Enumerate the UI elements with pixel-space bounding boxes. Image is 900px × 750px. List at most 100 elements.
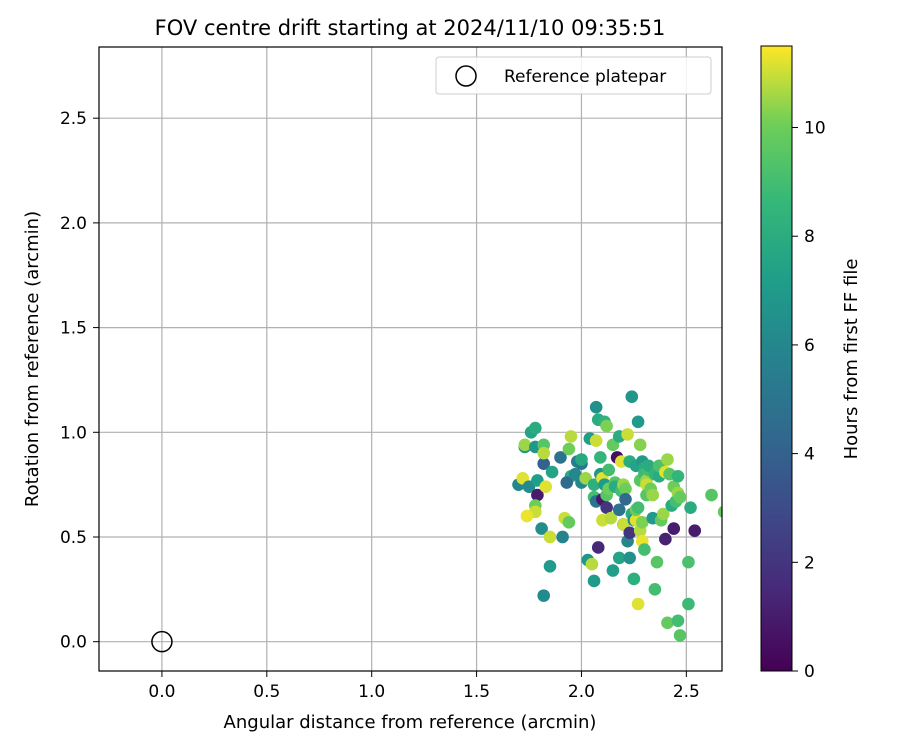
data-point-79 bbox=[623, 526, 637, 540]
data-point-120 bbox=[667, 522, 681, 535]
data-point-113 bbox=[656, 507, 670, 521]
data-point-15 bbox=[537, 446, 551, 460]
y-tick-label-3: 1.5 bbox=[60, 319, 87, 339]
legend: Reference platepar bbox=[435, 56, 712, 95]
data-point-29 bbox=[562, 516, 576, 529]
data-point-14 bbox=[537, 457, 551, 470]
x-tick-label-3: 1.5 bbox=[463, 682, 490, 702]
colorbar-label: Hours from first FF file bbox=[841, 259, 862, 460]
x-tick-label-5: 2.5 bbox=[673, 682, 700, 702]
x-tick-label-2: 1.0 bbox=[358, 682, 385, 702]
x-axis-label: Angular distance from reference (arcmin) bbox=[224, 712, 597, 733]
data-point-17 bbox=[535, 522, 548, 535]
colorbar-tick-label-1: 2 bbox=[804, 553, 815, 573]
data-point-114 bbox=[659, 532, 672, 546]
data-point-132 bbox=[705, 488, 718, 502]
colorbar-tick-label-2: 4 bbox=[804, 445, 815, 465]
data-point-43 bbox=[589, 434, 603, 447]
data-point-25 bbox=[562, 442, 576, 456]
data-point-22 bbox=[554, 451, 567, 464]
data-point-75 bbox=[621, 428, 634, 441]
data-point-67 bbox=[612, 503, 626, 517]
x-axis-ticks: 0.0 0.5 1.0 1.5 2.0 2.5 bbox=[148, 671, 700, 702]
x-tick-label-4: 2.0 bbox=[568, 682, 595, 702]
data-point-90 bbox=[633, 438, 647, 452]
y-tick-label-2: 1.0 bbox=[60, 423, 87, 443]
data-point-34 bbox=[575, 453, 588, 466]
colorbar-ticks: 0 2 4 6 8 10 bbox=[792, 119, 826, 682]
x-tick-label-1: 0.5 bbox=[253, 682, 280, 702]
data-point-96 bbox=[638, 543, 651, 556]
data-point-107 bbox=[648, 583, 662, 596]
data-point-20 bbox=[543, 560, 557, 573]
data-point-116 bbox=[661, 453, 674, 466]
data-point-88 bbox=[631, 597, 645, 611]
data-point-94 bbox=[635, 516, 649, 529]
reference-point-marker bbox=[151, 630, 173, 653]
data-point-59 bbox=[604, 511, 618, 525]
data-point-66 bbox=[612, 551, 626, 565]
reference-platepar-marker bbox=[151, 630, 173, 653]
data-point-44 bbox=[589, 400, 603, 414]
data-point-80 bbox=[625, 390, 639, 403]
y-tick-label-4: 2.0 bbox=[60, 214, 87, 234]
data-point-6 bbox=[529, 421, 542, 435]
data-point-12 bbox=[520, 509, 534, 523]
data-point-38 bbox=[585, 557, 599, 571]
data-point-117 bbox=[661, 616, 674, 630]
colorbar-gradient bbox=[760, 45, 793, 672]
x-tick-label-0: 0.0 bbox=[148, 682, 175, 702]
data-point-9 bbox=[531, 488, 544, 502]
data-point-124 bbox=[671, 469, 685, 483]
colorbar: 0 2 4 6 8 10 Hours from first FF file bbox=[760, 45, 862, 682]
plot-frame bbox=[98, 46, 723, 672]
data-point-125 bbox=[671, 614, 685, 628]
data-point-131 bbox=[688, 524, 702, 538]
data-point-129 bbox=[682, 597, 695, 611]
data-point-77 bbox=[623, 551, 637, 565]
data-point-128 bbox=[682, 555, 695, 569]
data-point-2 bbox=[518, 438, 532, 452]
data-point-24 bbox=[556, 530, 569, 544]
data-point-47 bbox=[594, 451, 607, 464]
data-point-57 bbox=[602, 463, 616, 477]
data-point-130 bbox=[684, 501, 697, 514]
data-point-74 bbox=[619, 492, 632, 506]
legend-label-reference: Reference platepar bbox=[504, 67, 666, 87]
scatter-points bbox=[512, 390, 722, 642]
data-point-109 bbox=[650, 555, 664, 569]
data-point-89 bbox=[631, 501, 645, 514]
data-point-82 bbox=[627, 572, 641, 586]
data-point-16 bbox=[539, 480, 553, 494]
chart-title: FOV centre drift starting at 2024/11/10 … bbox=[155, 16, 666, 40]
legend-box bbox=[435, 56, 712, 95]
data-point-55 bbox=[600, 419, 613, 433]
y-tick-label-1: 0.5 bbox=[60, 528, 87, 548]
colorbar-tick-label-3: 6 bbox=[804, 336, 815, 356]
colorbar-tick-label-4: 8 bbox=[804, 227, 815, 247]
y-tick-label-0: 0.0 bbox=[60, 633, 87, 653]
data-point-21 bbox=[537, 589, 551, 602]
data-point-127 bbox=[673, 490, 687, 504]
data-point-39 bbox=[587, 574, 601, 588]
colorbar-tick-label-5: 10 bbox=[804, 119, 826, 139]
data-point-133 bbox=[717, 505, 722, 518]
data-point-126 bbox=[673, 629, 687, 642]
data-point-46 bbox=[591, 541, 605, 554]
legend-marker-reference bbox=[455, 65, 477, 87]
grid-lines bbox=[99, 47, 722, 671]
y-axis-ticks: 0.0 0.5 1.0 1.5 2.0 2.5 bbox=[60, 109, 99, 653]
y-axis-label: Rotation from reference (arcmin) bbox=[22, 211, 43, 507]
data-point-26 bbox=[564, 430, 578, 443]
colorbar-tick-label-0: 0 bbox=[804, 662, 815, 682]
data-point-18 bbox=[545, 465, 559, 479]
data-point-73 bbox=[619, 482, 632, 496]
data-point-106 bbox=[646, 488, 660, 502]
data-point-19 bbox=[543, 530, 557, 544]
data-point-87 bbox=[631, 415, 645, 429]
data-point-28 bbox=[560, 476, 574, 489]
data-point-61 bbox=[606, 564, 620, 577]
y-tick-label-5: 2.5 bbox=[60, 109, 87, 129]
data-point-54 bbox=[600, 501, 613, 514]
